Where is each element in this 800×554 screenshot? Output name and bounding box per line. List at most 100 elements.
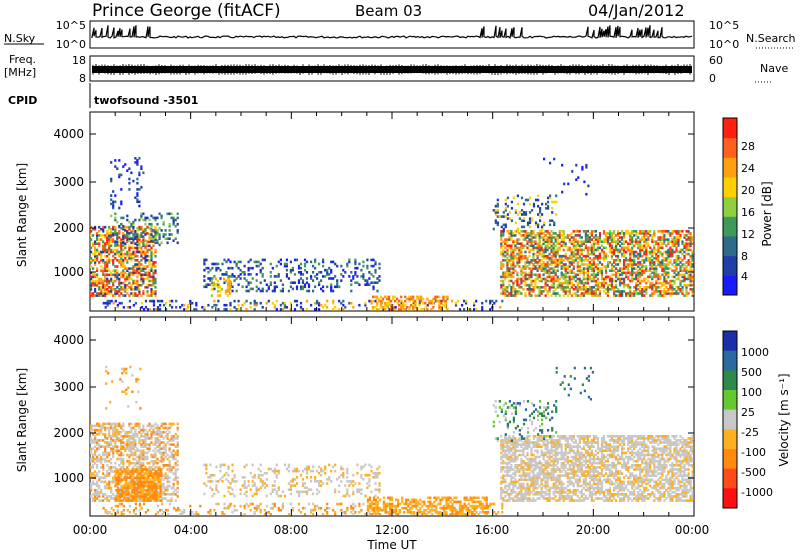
- power-echo: [532, 232, 535, 235]
- power-echo: [602, 254, 606, 258]
- velocity-echo: [168, 476, 171, 480]
- power-echo: [683, 267, 686, 270]
- power-echo: [132, 279, 135, 283]
- power-echo: [92, 252, 95, 256]
- power-echo: [627, 259, 630, 262]
- power-echo: [671, 242, 674, 245]
- power-echo: [124, 163, 127, 166]
- power-echo: [568, 248, 571, 252]
- power-echo: [600, 286, 604, 289]
- power-echo: [687, 238, 690, 241]
- power-echo: [576, 252, 579, 256]
- power-echo: [643, 252, 646, 256]
- power-echo: [528, 238, 531, 241]
- power-echo: [576, 290, 579, 293]
- velocity-echo: [120, 453, 123, 457]
- power-echo: [512, 283, 515, 287]
- power-echo: [530, 281, 533, 285]
- power-echo: [237, 303, 240, 307]
- power-echo: [512, 248, 515, 252]
- power-echo: [128, 299, 131, 303]
- velocity-echo: [102, 445, 105, 448]
- velocity-echo: [162, 474, 165, 477]
- velocity-echo: [154, 451, 157, 455]
- velocity-echo: [140, 466, 143, 469]
- power-echo: [554, 232, 557, 235]
- power-echo: [500, 286, 503, 289]
- power-echo: [150, 214, 153, 218]
- velocity-echo: [100, 424, 103, 428]
- power-echo: [558, 230, 561, 233]
- velocity-echo: [129, 472, 132, 475]
- power-echo: [132, 273, 135, 277]
- velocity-echo: [90, 447, 93, 450]
- power-echo: [582, 273, 585, 277]
- velocity-echo: [123, 497, 126, 500]
- power-echo: [512, 288, 515, 291]
- power-echo: [96, 292, 99, 295]
- velocity-echo: [120, 484, 123, 488]
- power-echo: [572, 254, 575, 258]
- power-echo: [259, 301, 262, 305]
- power-echo: [544, 263, 547, 266]
- power-echo: [120, 273, 123, 277]
- power-echo: [530, 273, 533, 277]
- power-echo: [520, 219, 524, 222]
- power-echo: [112, 283, 115, 287]
- power-echo: [598, 281, 602, 285]
- power-echo: [108, 259, 111, 262]
- velocity-echo: [125, 476, 128, 480]
- power-echo: [655, 265, 658, 268]
- power-echo: [120, 301, 123, 305]
- power-echo: [128, 177, 131, 181]
- velocity-echo: [116, 428, 119, 432]
- power-echo: [90, 238, 93, 241]
- power-echo: [550, 277, 553, 281]
- power-echo: [500, 252, 503, 256]
- power-echo: [629, 248, 632, 252]
- power-echo: [156, 306, 160, 309]
- power-echo: [685, 292, 688, 295]
- power-echo: [408, 299, 411, 303]
- power-echo: [578, 286, 581, 289]
- power-echo: [400, 308, 403, 311]
- power-echo: [291, 287, 294, 291]
- velocity-echo: [114, 443, 117, 446]
- velocity-echo: [123, 476, 126, 480]
- power-echo: [122, 216, 125, 220]
- power-echo: [542, 273, 545, 277]
- power-echo: [370, 264, 373, 268]
- power-echo: [687, 259, 690, 262]
- power-echo: [552, 292, 555, 295]
- power-echo: [404, 308, 407, 311]
- power-echo: [136, 265, 139, 268]
- power-echo: [352, 277, 355, 280]
- power-echo: [508, 246, 511, 250]
- power-echo: [586, 292, 589, 295]
- power-echo: [156, 231, 159, 234]
- power-echo: [596, 277, 600, 281]
- power-echo: [285, 273, 288, 276]
- power-echo: [645, 254, 648, 258]
- velocity-echo: [94, 441, 97, 444]
- velocity-echo: [154, 430, 157, 434]
- power-echo: [430, 301, 433, 305]
- power-echo: [558, 256, 561, 260]
- velocity-echo: [128, 424, 131, 428]
- velocity-echo: [138, 466, 141, 469]
- power-echo: [112, 301, 115, 305]
- velocity-echo: [125, 493, 128, 496]
- velocity-echo: [108, 428, 111, 432]
- power-echo: [148, 294, 151, 297]
- power-echo: [104, 283, 107, 287]
- power-echo: [550, 246, 553, 250]
- power-echo: [226, 288, 230, 291]
- power-echo: [106, 288, 109, 291]
- velocity-echo: [102, 424, 105, 428]
- power-echo: [330, 287, 333, 291]
- power-echo: [564, 265, 567, 268]
- velocity-echo: [131, 497, 134, 500]
- velocity-echo: [123, 486, 126, 490]
- velocity-echo: [108, 453, 111, 457]
- velocity-echo: [162, 457, 165, 461]
